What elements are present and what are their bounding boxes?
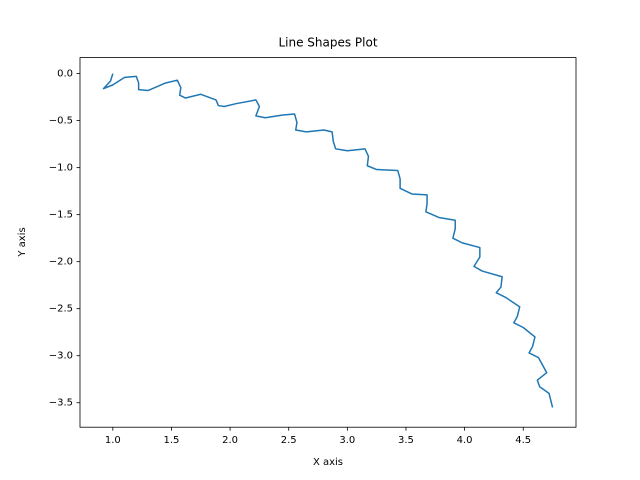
x-tick-label: 1.5 <box>164 435 180 446</box>
x-axis-label: X axis <box>313 457 343 468</box>
y-tick-label: −3.0 <box>49 351 73 362</box>
y-axis-label: Y axis <box>17 227 28 257</box>
y-tick-label: 0.0 <box>57 69 73 80</box>
x-tick-label: 3.5 <box>398 435 414 446</box>
y-tick-label: −2.5 <box>49 304 73 315</box>
chart-title: Line Shapes Plot <box>278 36 377 50</box>
y-tick-label: −1.0 <box>49 163 73 174</box>
y-tick-label: −0.5 <box>49 116 73 127</box>
x-tick-label: 4.5 <box>515 435 531 446</box>
y-tick-label: −3.5 <box>49 398 73 409</box>
data-line <box>102 73 554 408</box>
x-tick-label: 4.0 <box>457 435 473 446</box>
y-tick-label: −1.5 <box>49 210 73 221</box>
y-tick-label: −2.0 <box>49 257 73 268</box>
axes-frame <box>79 57 577 428</box>
x-tick-label: 2.5 <box>281 435 297 446</box>
x-tick-label: 1.0 <box>105 435 121 446</box>
x-tick-label: 3.0 <box>339 435 355 446</box>
x-tick-label: 2.0 <box>222 435 238 446</box>
